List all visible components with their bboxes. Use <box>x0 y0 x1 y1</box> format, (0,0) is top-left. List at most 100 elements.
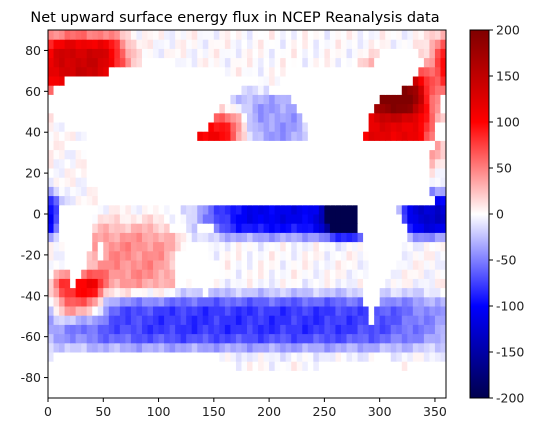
heatmap-cell <box>191 241 198 252</box>
heatmap-cell <box>263 370 270 381</box>
heatmap-cell <box>374 379 381 390</box>
heatmap-cell <box>340 177 347 187</box>
heatmap-cell <box>103 315 110 325</box>
heatmap-cell <box>164 352 171 362</box>
heatmap-cell <box>302 241 309 252</box>
heatmap-cell <box>340 168 347 178</box>
heatmap-cell <box>324 177 331 187</box>
heatmap-cell <box>318 131 325 141</box>
heatmap-cell <box>252 85 259 95</box>
heatmap-cell <box>191 306 198 316</box>
heatmap-cell <box>412 39 419 49</box>
heatmap-cell <box>407 85 414 95</box>
heatmap-cell <box>434 287 441 298</box>
heatmap-cell <box>340 39 347 49</box>
heatmap-cell <box>329 296 336 307</box>
heatmap-cell <box>224 48 231 59</box>
heatmap-cell <box>153 158 160 169</box>
heatmap-cell <box>274 269 281 279</box>
heatmap-cell <box>357 186 364 197</box>
heatmap-cell <box>440 158 447 169</box>
heatmap-cell <box>169 278 176 289</box>
heatmap-cell <box>59 250 66 261</box>
heatmap-cell <box>213 315 220 325</box>
heatmap-cell <box>368 370 375 381</box>
heatmap-cell <box>252 269 259 279</box>
heatmap-cell <box>175 158 182 169</box>
heatmap-cell <box>412 296 419 307</box>
heatmap-cell <box>307 57 314 68</box>
heatmap-cell <box>352 241 359 252</box>
heatmap-cell <box>141 131 148 141</box>
heatmap-cell <box>86 122 93 132</box>
heatmap-cell <box>81 94 88 105</box>
heatmap-cell <box>119 324 126 335</box>
heatmap-cell <box>247 204 254 215</box>
heatmap-cell <box>186 30 193 40</box>
heatmap-cell <box>335 85 342 95</box>
heatmap-cell <box>219 306 226 316</box>
heatmap-cell <box>81 131 88 141</box>
heatmap-cell <box>346 103 353 114</box>
heatmap-cell <box>114 30 121 40</box>
heatmap-cell <box>429 342 436 353</box>
heatmap-cell <box>252 177 259 187</box>
heatmap-cell <box>379 66 386 77</box>
heatmap-cell <box>252 250 259 261</box>
heatmap-cell <box>318 39 325 49</box>
heatmap-cell <box>70 103 77 114</box>
heatmap-cell <box>213 168 220 178</box>
heatmap-cell <box>75 66 82 77</box>
heatmap-cell <box>252 94 259 105</box>
heatmap-cell <box>230 48 237 59</box>
heatmap-cell <box>86 195 93 206</box>
heatmap-cell <box>208 149 215 160</box>
heatmap-cell <box>368 342 375 353</box>
heatmap-cell <box>434 195 441 206</box>
heatmap-cell <box>125 131 132 141</box>
colorbar-gradient <box>470 30 489 398</box>
heatmap-cell <box>103 250 110 261</box>
x-tick-label: 150 <box>202 404 226 419</box>
heatmap-cell <box>147 112 154 123</box>
heatmap-cell <box>141 168 148 178</box>
heatmap-cell <box>169 168 176 178</box>
heatmap-cell <box>230 260 237 270</box>
heatmap-cell <box>103 112 110 123</box>
heatmap-cell <box>340 94 347 105</box>
heatmap-cell <box>153 94 160 105</box>
heatmap-cell <box>180 131 187 141</box>
heatmap-cell <box>407 94 414 105</box>
heatmap-cell <box>130 315 137 325</box>
heatmap-cell <box>423 333 430 344</box>
heatmap-cell <box>169 94 176 105</box>
heatmap-cell <box>374 177 381 187</box>
heatmap-cell <box>208 315 215 325</box>
heatmap-cell <box>213 57 220 68</box>
heatmap-cell <box>213 48 220 59</box>
heatmap-cell <box>53 370 60 381</box>
heatmap-cell <box>247 379 254 390</box>
heatmap-cell <box>318 370 325 381</box>
heatmap-cell <box>368 306 375 316</box>
heatmap-cell <box>407 287 414 298</box>
heatmap-cell <box>307 158 314 169</box>
heatmap-cell <box>379 306 386 316</box>
heatmap-cell <box>158 379 165 390</box>
heatmap-cell <box>230 195 237 206</box>
heatmap-cell <box>324 315 331 325</box>
heatmap-cell <box>258 177 265 187</box>
heatmap-cell <box>324 140 331 151</box>
heatmap-cell <box>280 342 287 353</box>
heatmap-cell <box>75 140 82 151</box>
heatmap-cell <box>81 57 88 68</box>
heatmap-cell <box>274 388 281 399</box>
heatmap-cell <box>186 214 193 224</box>
heatmap-cell <box>379 48 386 59</box>
heatmap-cell <box>241 214 248 224</box>
heatmap-cell <box>97 195 104 206</box>
heatmap-cell <box>219 30 226 40</box>
heatmap-cell <box>180 94 187 105</box>
heatmap-cell <box>247 48 254 59</box>
heatmap-cell <box>429 223 436 233</box>
